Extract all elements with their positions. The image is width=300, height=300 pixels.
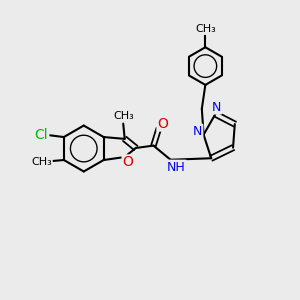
Text: Cl: Cl [35,128,48,142]
Text: CH₃: CH₃ [113,111,134,121]
Text: N: N [212,100,221,113]
Text: CH₃: CH₃ [31,157,52,167]
Text: NH: NH [167,160,186,174]
Text: N: N [193,125,202,138]
Text: O: O [158,116,168,130]
Text: CH₃: CH₃ [196,24,216,34]
Text: O: O [123,155,134,170]
